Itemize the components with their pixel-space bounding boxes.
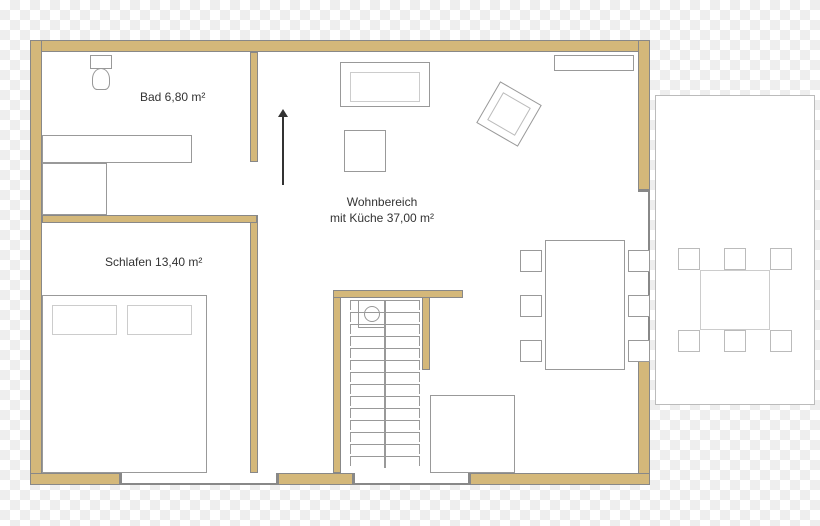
furniture-pillow1 <box>52 305 117 335</box>
furniture-chair1 <box>520 250 542 272</box>
wall-inner_vert1 <box>250 52 258 162</box>
furniture-dining_table <box>545 240 625 370</box>
furniture-chair6 <box>628 340 650 362</box>
furniture-pillow2 <box>127 305 192 335</box>
wall-outer_right <box>638 40 650 190</box>
furniture-closet <box>554 55 634 71</box>
wall-outer_bottom_right <box>470 473 650 485</box>
terrace-chair <box>770 330 792 352</box>
terrace-chair <box>724 330 746 352</box>
terrace-table <box>700 270 770 330</box>
label-bad: Bad 6,80 m² <box>140 90 205 106</box>
furniture-chair3 <box>520 340 542 362</box>
wall-outer_bottom_left <box>30 473 120 485</box>
terrace-chair <box>724 248 746 270</box>
terrace-chair <box>678 248 700 270</box>
line-bottom_open2_r <box>468 473 470 485</box>
line-right_opening_top <box>638 190 650 192</box>
furniture-bath_fixture <box>42 135 192 163</box>
line-bottom_open1_r <box>276 473 278 485</box>
line-bottom_open1_l <box>120 473 122 485</box>
wall-inner_horiz1 <box>42 215 257 223</box>
toilet-tank <box>90 55 112 69</box>
furniture-coffee_table <box>344 130 386 172</box>
label-schlafen: Schlafen 13,40 m² <box>105 255 202 271</box>
furniture-sofa_seat <box>350 72 420 102</box>
furniture-kitchen1 <box>430 395 515 473</box>
furniture-chair2 <box>520 295 542 317</box>
furniture-chair4 <box>628 250 650 272</box>
wall-inner_vert3 <box>422 290 430 370</box>
wall-inner_vert2 <box>333 290 341 473</box>
furniture-chair5 <box>628 295 650 317</box>
furniture-bath_cabinet <box>42 163 107 215</box>
wall-inner_vert1b <box>250 215 258 473</box>
toilet-bowl <box>92 68 110 90</box>
terrace-chair <box>770 248 792 270</box>
wall-outer_right2 <box>638 360 650 485</box>
label-wohnbereich: Wohnbereich mit Küche 37,00 m² <box>330 195 434 226</box>
wall-outer_top <box>30 40 650 52</box>
north-arrow-icon <box>282 115 284 185</box>
wall-inner_horiz2 <box>333 290 463 298</box>
line-bottom_open2_l <box>353 473 355 485</box>
wall-outer_bottom_mid <box>278 473 353 485</box>
stair-rail <box>384 300 386 468</box>
terrace-chair <box>678 330 700 352</box>
wall-outer_left <box>30 40 42 485</box>
